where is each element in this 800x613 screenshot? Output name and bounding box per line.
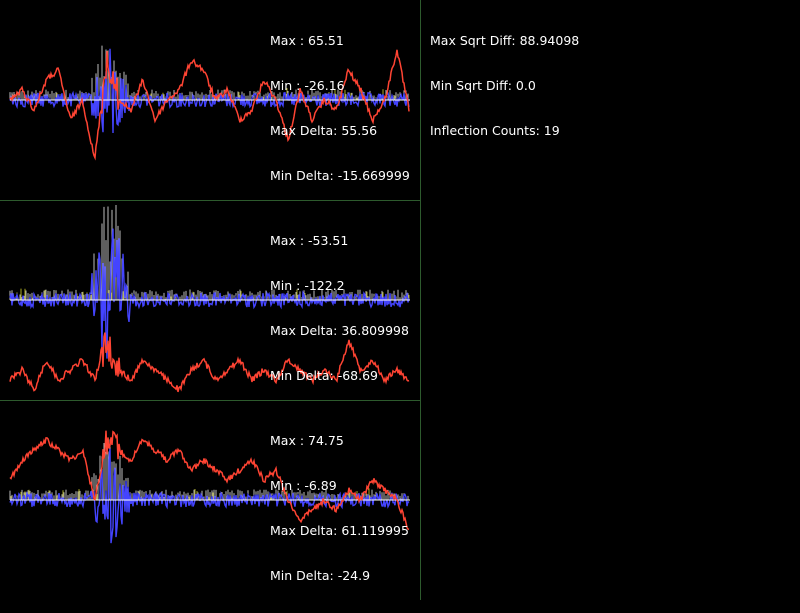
panel-3-min: Min : -6.89 — [270, 478, 337, 493]
panel-3-stats: Max : 74.75 Min : -6.89 Max Delta: 61.11… — [270, 403, 409, 613]
inflection-visualizer: Max : 65.51 Min : -26.16 Max Delta: 55.5… — [0, 0, 579, 600]
min-sqrt-diff: Min Sqrt Diff: 0.0 — [430, 78, 536, 93]
panel-3-min-delta: Min Delta: -24.9 — [270, 568, 371, 583]
inflection-counts: Inflection Counts: 19 — [430, 123, 560, 138]
waveform-plots — [9, 45, 410, 544]
panel-3-max: Max : 74.75 — [270, 433, 344, 448]
delta-trace — [9, 48, 410, 134]
vertical-divider — [420, 0, 421, 600]
panel-2-max: Max : -53.51 — [270, 233, 349, 248]
panel-divider-1 — [0, 200, 420, 201]
max-sqrt-diff: Max Sqrt Diff: 88.94098 — [430, 33, 580, 48]
panel-1-min-delta: Min Delta: -15.669999 — [270, 168, 410, 183]
panel-1-stats: Max : 65.51 Min : -26.16 Max Delta: 55.5… — [270, 3, 410, 213]
panel-3-plot — [9, 430, 410, 544]
panel-1-plot — [9, 45, 410, 161]
panel-3-max-delta: Max Delta: 61.119995 — [270, 523, 409, 538]
panel-divider-2 — [0, 400, 420, 401]
panel-1-max: Max : 65.51 — [270, 33, 344, 48]
global-stats: Max Sqrt Diff: 88.94098 Min Sqrt Diff: 0… — [430, 3, 579, 168]
panel-2-stats: Max : -53.51 Min : -122.2 Max Delta: 36.… — [270, 203, 409, 413]
panel-2-min-delta: Min Delta: -68.69 — [270, 368, 378, 383]
panel-2-plot — [9, 205, 410, 393]
signal-trace — [9, 49, 410, 161]
panel-1-min: Min : -26.16 — [270, 78, 345, 93]
signal-trace — [9, 430, 410, 531]
signal-trace — [9, 332, 410, 393]
panel-1-max-delta: Max Delta: 55.56 — [270, 123, 378, 138]
panel-2-max-delta: Max Delta: 36.809998 — [270, 323, 409, 338]
panel-2-min: Min : -122.2 — [270, 278, 345, 293]
